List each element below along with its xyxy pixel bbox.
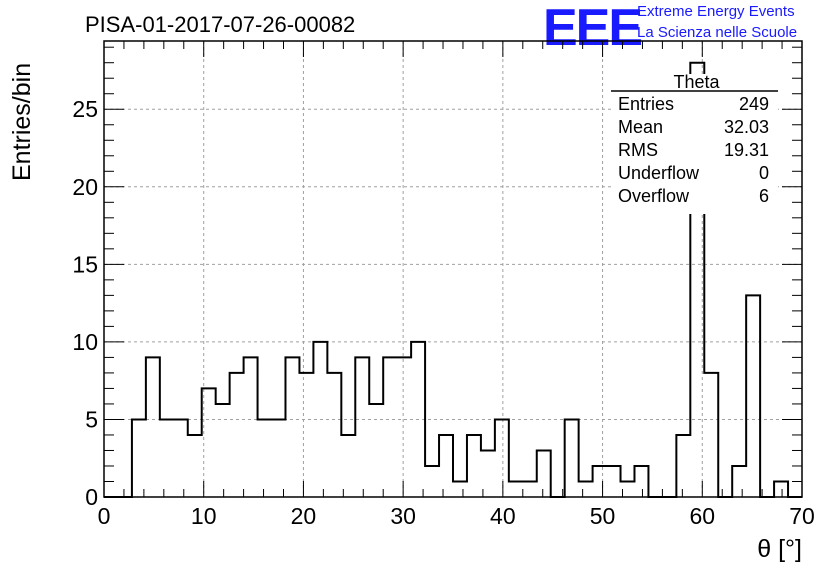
histogram-bin xyxy=(439,435,453,497)
stats-row-label: Entries xyxy=(618,94,674,114)
x-tick-label: 60 xyxy=(689,503,715,529)
stats-row-value: 32.03 xyxy=(724,117,769,137)
histogram-bin xyxy=(285,357,299,497)
logo-line-1: Extreme Energy Events xyxy=(637,3,795,20)
plot-frame xyxy=(103,40,803,498)
stats-row-label: RMS xyxy=(618,140,658,160)
histogram-bin xyxy=(272,419,286,497)
histogram-bin xyxy=(299,373,313,497)
y-tick-label: 25 xyxy=(72,96,98,122)
histogram-bin xyxy=(216,404,230,497)
histogram-bin xyxy=(565,419,579,497)
plot-border xyxy=(103,40,803,498)
x-tick-label: 50 xyxy=(590,503,616,529)
histogram-bin xyxy=(188,435,202,497)
stats-row-value: 6 xyxy=(759,186,769,206)
logo-line-2: La Scienza nelle Scuole xyxy=(637,24,798,41)
histogram-bin xyxy=(704,373,718,497)
y-tick-label: 20 xyxy=(72,174,98,200)
histogram-bin xyxy=(327,373,341,497)
histogram-bin xyxy=(579,481,593,497)
histogram-bin xyxy=(230,373,244,497)
x-tick-label: 10 xyxy=(191,503,217,529)
stats-title: Theta xyxy=(673,72,720,92)
histogram-bin xyxy=(467,435,481,497)
x-tick-label: 0 xyxy=(98,503,111,529)
x-tick-label: 40 xyxy=(490,503,516,529)
stats-row-label: Mean xyxy=(618,117,663,137)
histogram-bin xyxy=(537,450,551,497)
histogram-bin xyxy=(146,357,160,497)
histogram-bin xyxy=(355,357,369,497)
eee-logo: EEE xyxy=(543,0,643,57)
y-tick-label: 10 xyxy=(72,329,98,355)
histogram-bin xyxy=(453,481,467,497)
histogram-bin xyxy=(593,466,607,497)
histogram-bin xyxy=(369,404,383,497)
histogram-bin xyxy=(383,357,397,497)
histogram-bin xyxy=(676,435,690,497)
y-tick-label: 15 xyxy=(72,251,98,277)
x-tick-label: 70 xyxy=(789,503,815,529)
stats-row-value: 0 xyxy=(759,163,769,183)
histogram-bin xyxy=(397,357,411,497)
histogram-bin xyxy=(634,466,648,497)
histogram-bin xyxy=(244,357,258,497)
histogram-bin xyxy=(495,419,509,497)
histogram-bin xyxy=(132,419,146,497)
stats-background xyxy=(611,74,778,214)
stats-row-value: 249 xyxy=(739,94,769,114)
histogram-bin xyxy=(607,466,621,497)
histogram-bin xyxy=(258,419,272,497)
histogram-bin xyxy=(425,466,439,497)
stats-row-label: Underflow xyxy=(618,163,700,183)
histogram-bin xyxy=(774,481,788,497)
stats-row-value: 19.31 xyxy=(724,140,769,160)
histogram-bin xyxy=(732,466,746,497)
histogram-bin xyxy=(160,419,174,497)
plot-title: PISA-01-2017-07-26-00082 xyxy=(85,12,356,37)
histogram-bin xyxy=(746,295,760,497)
histogram-bin xyxy=(174,419,188,497)
grid-lines xyxy=(104,41,802,497)
stats-row-label: Overflow xyxy=(618,186,690,206)
axis-ticks xyxy=(103,41,803,498)
histogram-bin xyxy=(523,481,537,497)
histogram-bin xyxy=(509,481,523,497)
histogram-bin xyxy=(341,435,355,497)
x-axis-title: θ [°] xyxy=(757,535,802,563)
y-tick-label: 5 xyxy=(85,406,98,432)
y-tick-label: 0 xyxy=(85,484,98,510)
x-tick-label: 30 xyxy=(390,503,416,529)
x-tick-label: 20 xyxy=(291,503,317,529)
